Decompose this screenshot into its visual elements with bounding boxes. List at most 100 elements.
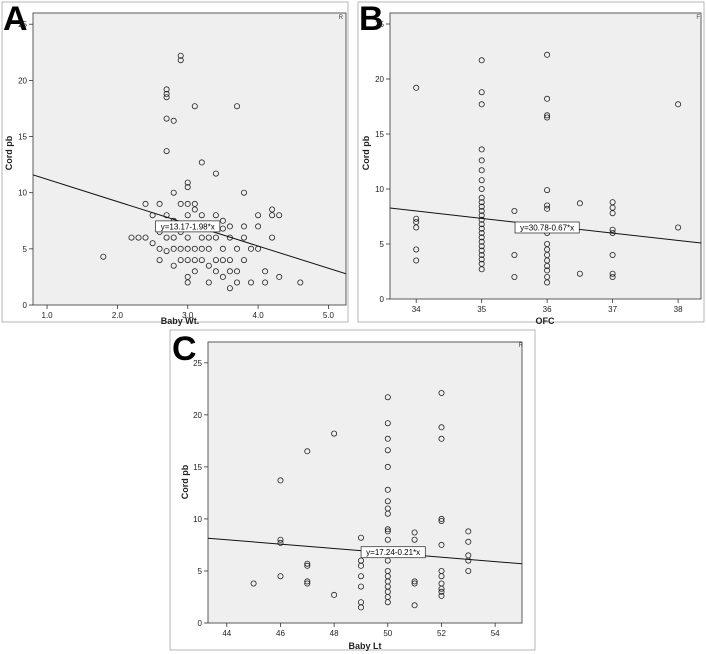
data-point [411, 529, 418, 536]
data-point [170, 245, 177, 252]
data-point [219, 273, 226, 280]
y-axis-label: Cord pb [180, 464, 190, 499]
data-point [156, 200, 163, 207]
data-point [304, 578, 311, 585]
data-point [411, 580, 418, 587]
data-point [478, 216, 485, 223]
data-point [219, 257, 226, 264]
y-tick-label: 5 [380, 240, 385, 249]
equation-box [514, 221, 580, 234]
data-point [478, 256, 485, 263]
data-point [478, 251, 485, 258]
x-tick-label: 50 [383, 629, 392, 638]
data-point [219, 245, 226, 252]
data-point [478, 146, 485, 153]
data-point [142, 200, 149, 207]
data-point [478, 260, 485, 267]
x-tick-label: 44 [222, 629, 231, 638]
data-point [384, 447, 391, 454]
data-point [478, 199, 485, 206]
x-axis-label: Baby Wt. [161, 316, 200, 326]
data-point [233, 268, 240, 275]
panel-letter: C [172, 330, 197, 368]
x-tick-label: 52 [437, 629, 446, 638]
data-point [198, 212, 205, 219]
data-point [250, 580, 257, 587]
y-tick-label: 20 [193, 411, 202, 420]
panel-c: C R 44 46 48 50 52 54 0 5 10 15 20 25 Baby Lt Cord pb y=… [169, 329, 536, 651]
data-point [226, 257, 233, 264]
y-tick-label: 25 [18, 20, 27, 29]
data-point [184, 200, 191, 207]
data-point [191, 206, 198, 213]
x-tick-label: 46 [276, 629, 285, 638]
data-point [384, 420, 391, 427]
data-point [384, 536, 391, 543]
data-point [304, 580, 311, 587]
data-point [184, 279, 191, 286]
x-tick-label: 38 [674, 305, 683, 314]
data-point [226, 268, 233, 275]
data-point [357, 583, 364, 590]
data-point [156, 257, 163, 264]
data-point [478, 247, 485, 254]
data-point [163, 148, 170, 155]
data-point [198, 159, 205, 166]
data-point [478, 225, 485, 232]
y-tick-label: 10 [18, 189, 27, 198]
data-point [276, 212, 283, 219]
data-point [163, 234, 170, 241]
data-point [277, 539, 284, 546]
data-point [163, 94, 170, 101]
data-point [233, 245, 240, 252]
data-layer [33, 52, 346, 292]
data-point [413, 215, 420, 222]
data-point [438, 541, 445, 548]
x-tick-label: 3.0 [182, 311, 194, 320]
data-point [100, 253, 107, 260]
x-tick-label: 54 [491, 629, 500, 638]
data-point [177, 245, 184, 252]
data-point [277, 477, 284, 484]
data-point [184, 212, 191, 219]
data-point [255, 212, 262, 219]
data-point [233, 279, 240, 286]
data-point [184, 179, 191, 186]
data-point [478, 238, 485, 245]
data-point [247, 245, 254, 252]
data-layer [208, 389, 522, 611]
data-point [544, 114, 551, 121]
panel-letter: A [3, 0, 28, 38]
data-point [438, 592, 445, 599]
data-point [438, 568, 445, 575]
data-point [212, 212, 219, 219]
data-point [331, 430, 338, 437]
data-point [198, 257, 205, 264]
data-point [269, 212, 276, 219]
data-point [544, 205, 551, 212]
equation-label: y=30.78-0.67*x [520, 224, 574, 233]
data-point [384, 486, 391, 493]
data-point [478, 207, 485, 214]
data-point [384, 394, 391, 401]
data-point [544, 187, 551, 194]
data-point [184, 234, 191, 241]
data-point [478, 89, 485, 96]
corner-mark: F [696, 15, 700, 21]
y-tick-label: 20 [375, 75, 384, 84]
data-point [609, 251, 616, 258]
data-point [413, 218, 420, 225]
data-point [413, 257, 420, 264]
data-point [247, 279, 254, 286]
data-point [163, 248, 170, 255]
data-point [205, 279, 212, 286]
data-point [205, 262, 212, 269]
x-axis-label: OFC [536, 316, 555, 326]
data-point [198, 234, 205, 241]
data-point [191, 200, 198, 207]
y-tick-label: 5 [198, 567, 203, 576]
data-point [191, 103, 198, 110]
panel-b: B F 34 35 36 37 38 0 5 10 15 20 25 OFC Cord pb y=30.78-… [357, 0, 705, 326]
data-point [438, 435, 445, 442]
x-tick-label: 2.0 [112, 311, 124, 320]
